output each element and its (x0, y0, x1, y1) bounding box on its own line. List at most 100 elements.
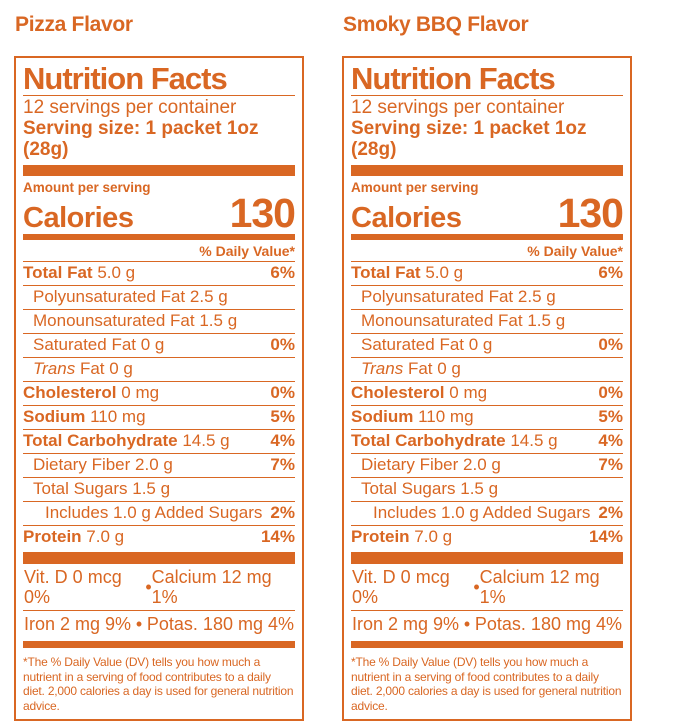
potassium-value: Potas. 180 mg 4% (474, 614, 622, 634)
daily-value-percent: 4% (270, 431, 295, 450)
nutrient-name-amount: Cholesterol 0 mg (351, 383, 488, 402)
servings-per-container: 12 servings per container (351, 97, 565, 118)
bullet-separator: • (145, 577, 152, 597)
bullet-separator: • (463, 614, 471, 634)
daily-value-percent: 14% (260, 527, 295, 546)
flavor-title: Pizza Flavor (15, 13, 133, 36)
nutrition-facts-title: Nutrition Facts (23, 63, 295, 96)
nutrition-facts-title: Nutrition Facts (351, 63, 623, 96)
nutrient-row: Polyunsaturated Fat 2.5 g (351, 285, 623, 309)
nutrient-name-amount: Protein 7.0 g (351, 527, 453, 546)
nutrient-name-amount: Cholesterol 0 mg (23, 383, 160, 402)
nutrient-name-amount: Dietary Fiber 2.0 g (33, 455, 173, 474)
daily-value-percent: 5% (270, 407, 295, 426)
nutrient-row: Total Carbohydrate 14.5 g 4% (351, 429, 623, 453)
nutrient-row: Includes 1.0 g Added Sugars 2% (351, 501, 623, 525)
nutrient-name-amount: Includes 1.0 g Added Sugars (45, 503, 263, 522)
nutrient-row: Total Fat 5.0 g 6% (351, 261, 623, 285)
nutrient-row: Sodium 110 mg 5% (23, 405, 295, 429)
daily-value-percent: 6% (270, 263, 295, 282)
divider-bar-medium (351, 641, 623, 648)
nutrient-row: Saturated Fat 0 g 0% (351, 333, 623, 357)
nutrient-name-amount: Trans Fat 0 g (33, 359, 133, 378)
flavor-title: Smoky BBQ Flavor (343, 13, 529, 36)
nutrient-row: Protein 7.0 g 14% (23, 525, 295, 549)
bullet-separator: • (473, 577, 480, 597)
nutrient-row: Dietary Fiber 2.0 g 7% (23, 453, 295, 477)
nutrient-row: Total Fat 5.0 g 6% (23, 261, 295, 285)
nutrient-row: Cholesterol 0 mg 0% (23, 381, 295, 405)
calories-row: Calories 130 (351, 190, 624, 236)
divider-bar-thick (23, 552, 295, 564)
daily-value-percent: 14% (588, 527, 623, 546)
nutrient-name-amount: Includes 1.0 g Added Sugars (373, 503, 591, 522)
micronutrients-line-2: Iron 2 mg 9% • Potas. 180 mg 4% (351, 611, 623, 637)
nutrient-name-amount: Sodium 110 mg (351, 407, 474, 426)
nutrient-row: Sodium 110 mg 5% (351, 405, 623, 429)
nutrient-name-amount: Total Fat 5.0 g (23, 263, 136, 282)
micronutrients-line-2: Iron 2 mg 9% • Potas. 180 mg 4% (23, 611, 295, 637)
servings-per-container: 12 servings per container (23, 97, 237, 118)
daily-value-header: % Daily Value* (527, 243, 623, 259)
daily-value-percent: 7% (270, 455, 295, 474)
daily-value-footnote: *The % Daily Value (DV) tells you how mu… (351, 655, 622, 713)
nutrient-rows: Total Fat 5.0 g 6% Polyunsaturated Fat 2.5… (351, 261, 623, 549)
nutrient-name-amount: Saturated Fat 0 g (361, 335, 493, 354)
calories-value: 130 (557, 190, 624, 236)
nutrient-row: Total Carbohydrate 14.5 g 4% (23, 429, 295, 453)
nutrient-name-amount: Polyunsaturated Fat 2.5 g (33, 287, 228, 306)
divider-bar-thick (23, 165, 295, 176)
vitamin-d-value: Vit. D 0 mcg 0% (24, 567, 122, 607)
nutrient-rows: Total Fat 5.0 g 6% Polyunsaturated Fat 2.5… (23, 261, 295, 549)
iron-value: Iron 2 mg 9% (24, 614, 132, 634)
iron-value: Iron 2 mg 9% (352, 614, 460, 634)
nutrient-row: Monounsaturated Fat 1.5 g (351, 309, 623, 333)
potassium-value: Potas. 180 mg 4% (146, 614, 294, 634)
daily-value-percent: 0% (598, 335, 623, 354)
daily-value-percent: 2% (270, 503, 295, 522)
calories-label: Calories (23, 202, 134, 234)
daily-value-percent: 0% (270, 335, 295, 354)
nutrient-name-amount: Monounsaturated Fat 1.5 g (361, 311, 566, 330)
divider-bar-medium (23, 234, 295, 240)
nutrient-name-amount: Monounsaturated Fat 1.5 g (33, 311, 238, 330)
vitamin-d-value: Vit. D 0 mcg 0% (352, 567, 450, 607)
calcium-value: Calcium 12 mg 1% (151, 567, 272, 607)
nutrient-name-amount: Saturated Fat 0 g (33, 335, 165, 354)
nutrient-row: Trans Fat 0 g (351, 357, 623, 381)
bullet-separator: • (135, 614, 143, 634)
nutrient-name-amount: Dietary Fiber 2.0 g (361, 455, 501, 474)
daily-value-percent: 2% (598, 503, 623, 522)
nutrition-facts-panel: Nutrition Facts 12 servings per containe… (342, 56, 632, 721)
nutrient-row: Dietary Fiber 2.0 g 7% (351, 453, 623, 477)
nutrient-name-amount: Protein 7.0 g (23, 527, 125, 546)
nutrient-name-amount: Total Carbohydrate 14.5 g (351, 431, 558, 450)
serving-size: Serving size: 1 packet 1oz (28g) (351, 118, 587, 160)
panel-pizza-flavor: Pizza Flavor Nutrition Facts 12 servings… (14, 14, 304, 721)
nutrient-row: Trans Fat 0 g (23, 357, 295, 381)
nutrient-row: Cholesterol 0 mg 0% (351, 381, 623, 405)
nutrient-name-amount: Polyunsaturated Fat 2.5 g (361, 287, 556, 306)
divider-bar-medium (351, 234, 623, 240)
daily-value-percent: 0% (598, 383, 623, 402)
nutrient-name-amount: Trans Fat 0 g (361, 359, 461, 378)
calories-value: 130 (229, 190, 296, 236)
panel-smoky-bbq-flavor: Smoky BBQ Flavor Nutrition Facts 12 serv… (342, 14, 632, 721)
amount-per-serving-label: Amount per serving (351, 180, 479, 195)
nutrient-name-amount: Sodium 110 mg (23, 407, 146, 426)
nutrient-row: Total Sugars 1.5 g (351, 477, 623, 501)
nutrient-name-amount: Total Carbohydrate 14.5 g (23, 431, 230, 450)
nutrient-row: Polyunsaturated Fat 2.5 g (23, 285, 295, 309)
divider-bar-thick (351, 552, 623, 564)
nutrient-name-amount: Total Sugars 1.5 g (33, 479, 171, 498)
calcium-value: Calcium 12 mg 1% (479, 567, 600, 607)
divider-bar-medium (23, 641, 295, 648)
nutrient-name-amount: Total Sugars 1.5 g (361, 479, 499, 498)
micronutrients-line-1: Vit. D 0 mcg 0% • Calcium 12 mg 1% (351, 564, 623, 611)
daily-value-footnote: *The % Daily Value (DV) tells you how mu… (23, 655, 294, 713)
daily-value-header: % Daily Value* (199, 243, 295, 259)
nutrient-row: Includes 1.0 g Added Sugars 2% (23, 501, 295, 525)
daily-value-percent: 0% (270, 383, 295, 402)
nutrient-row: Monounsaturated Fat 1.5 g (23, 309, 295, 333)
